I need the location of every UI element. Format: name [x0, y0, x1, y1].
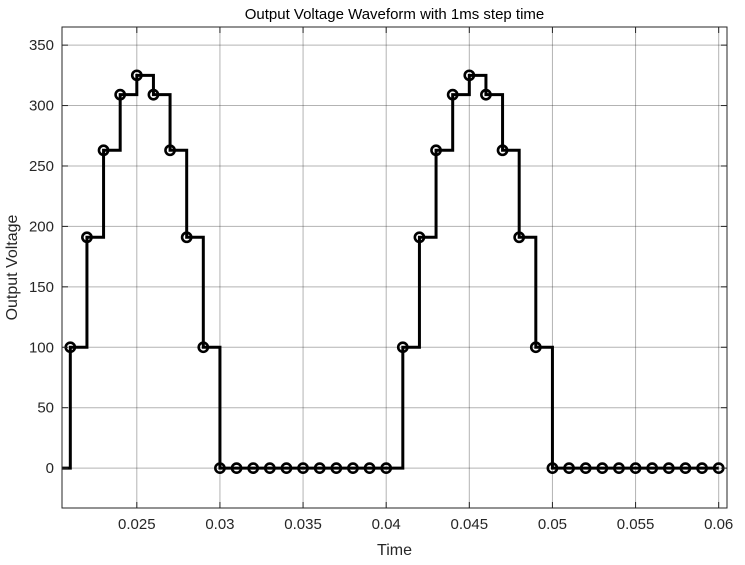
y-axis-label: Output Voltage	[4, 214, 21, 320]
data-point	[230, 462, 243, 475]
data-point	[114, 88, 127, 101]
chart-title: Output Voltage Waveform with 1ms step ti…	[245, 6, 545, 23]
data-point	[197, 341, 210, 354]
data-point	[263, 462, 276, 475]
x-tick-label: 0.05	[538, 516, 567, 533]
y-tick-label: 100	[29, 339, 54, 356]
y-tick-label: 350	[29, 37, 54, 54]
y-tick-label: 200	[29, 218, 54, 235]
data-point	[97, 144, 110, 157]
data-point	[463, 69, 476, 82]
x-tick-label: 0.035	[284, 516, 322, 533]
data-point	[180, 231, 193, 244]
data-point	[380, 462, 393, 475]
data-point	[513, 231, 526, 244]
data-point	[579, 462, 592, 475]
data-point	[563, 462, 575, 475]
data-point	[662, 462, 675, 475]
y-tick-label: 300	[29, 98, 54, 115]
x-tick-label: 0.045	[451, 516, 489, 533]
x-tick-label: 0.06	[704, 516, 733, 533]
ticks: 0.025 0.03 0.035 0.04 0.045 0.05 0.055 0.06 0 50 1…	[29, 27, 733, 533]
data-point	[330, 462, 343, 475]
series-layer	[62, 69, 725, 475]
grid	[62, 27, 727, 508]
data-point	[280, 462, 293, 475]
x-axis-label: Time	[377, 542, 412, 559]
data-point	[413, 231, 426, 244]
data-point	[430, 144, 442, 157]
data-point	[546, 462, 559, 475]
plot-area	[62, 27, 727, 508]
data-point	[529, 341, 542, 354]
data-point	[130, 69, 143, 82]
data-point	[297, 462, 309, 475]
data-point	[247, 462, 260, 475]
y-tick-label: 0	[46, 460, 54, 477]
data-point	[480, 88, 492, 101]
data-point	[496, 144, 509, 157]
y-tick-label: 150	[29, 279, 54, 296]
data-point	[596, 462, 609, 475]
data-point	[214, 462, 226, 475]
plot-frame	[61, 26, 728, 509]
data-point	[81, 231, 93, 244]
data-point	[363, 462, 376, 475]
data-point	[164, 144, 176, 157]
data-point	[396, 341, 409, 354]
data-point	[629, 462, 642, 475]
data-point	[347, 462, 359, 475]
y-tick-label: 250	[29, 158, 54, 175]
data-point	[313, 462, 326, 475]
series-line	[62, 73, 719, 470]
data-point	[147, 88, 160, 101]
data-point	[446, 88, 459, 101]
x-tick-label: 0.03	[205, 516, 234, 533]
x-tick-label: 0.025	[118, 516, 156, 533]
x-tick-label: 0.04	[372, 516, 401, 533]
data-point	[613, 462, 625, 475]
x-tick-label: 0.055	[617, 516, 655, 533]
y-tick-label: 50	[37, 400, 54, 417]
data-point	[646, 462, 659, 475]
data-point	[679, 462, 692, 475]
data-point	[696, 462, 708, 475]
